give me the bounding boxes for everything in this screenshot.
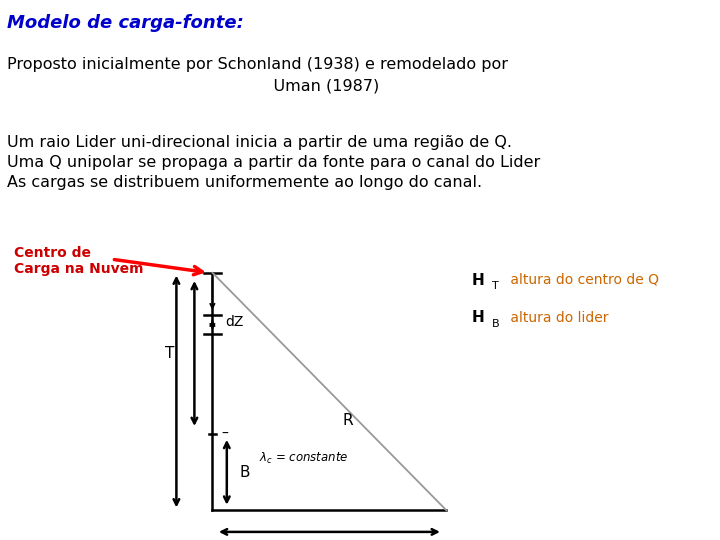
Text: Proposto inicialmente por Schonland (1938) e remodelado por: Proposto inicialmente por Schonland (193… [7, 57, 508, 72]
Text: –: – [222, 427, 229, 441]
Text: $\lambda_c$ = constante: $\lambda_c$ = constante [259, 450, 348, 465]
Text: Uman (1987): Uman (1987) [7, 78, 379, 93]
Text: dZ: dZ [225, 315, 244, 329]
Text: T: T [164, 346, 174, 361]
Text: B: B [492, 319, 500, 329]
Text: Centro de
Carga na Nuvem: Centro de Carga na Nuvem [14, 246, 144, 276]
Text: R: R [343, 413, 354, 428]
Text: Um raio Lider uni-direcional inicia a partir de uma região de Q.
Uma Q unipolar : Um raio Lider uni-direcional inicia a pa… [7, 135, 541, 190]
Text: H: H [472, 273, 485, 288]
Text: altura do lider: altura do lider [506, 310, 608, 325]
Text: Modelo de carga-fonte:: Modelo de carga-fonte: [7, 14, 244, 31]
Text: B: B [239, 465, 250, 480]
Text: H: H [472, 310, 485, 326]
Text: T: T [492, 281, 498, 291]
Text: altura do centro de Q: altura do centro de Q [506, 273, 660, 287]
